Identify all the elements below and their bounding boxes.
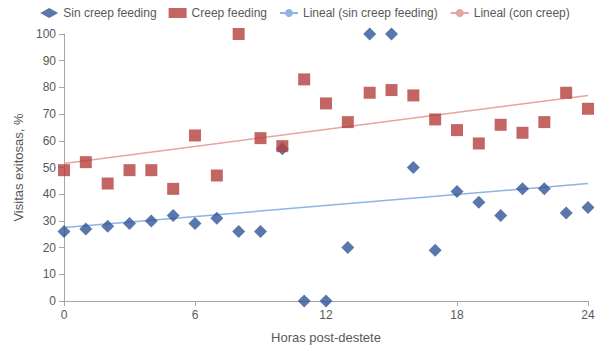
svg-text:12: 12 [319, 308, 333, 322]
svg-text:Lineal (sin creep feeding): Lineal (sin creep feeding) [303, 6, 438, 20]
svg-text:70: 70 [43, 107, 57, 121]
svg-text:80: 80 [43, 80, 57, 94]
svg-text:0: 0 [61, 308, 68, 322]
svg-text:90: 90 [43, 54, 57, 68]
svg-text:24: 24 [581, 308, 595, 322]
svg-text:40: 40 [43, 187, 57, 201]
svg-text:6: 6 [192, 308, 199, 322]
svg-text:Sin creep feeding: Sin creep feeding [63, 6, 156, 20]
svg-text:Lineal (con creep): Lineal (con creep) [474, 6, 570, 20]
svg-text:20: 20 [43, 241, 57, 255]
svg-text:10: 10 [43, 267, 57, 281]
svg-text:100: 100 [36, 27, 56, 41]
svg-text:60: 60 [43, 134, 57, 148]
svg-text:Visitas exitosas, %: Visitas exitosas, % [11, 113, 26, 222]
svg-text:Creep feeding: Creep feeding [192, 6, 267, 20]
svg-text:Horas post-destete: Horas post-destete [271, 330, 381, 345]
svg-text:50: 50 [43, 161, 57, 175]
svg-text:0: 0 [49, 294, 56, 308]
svg-text:18: 18 [450, 308, 464, 322]
svg-text:30: 30 [43, 214, 57, 228]
